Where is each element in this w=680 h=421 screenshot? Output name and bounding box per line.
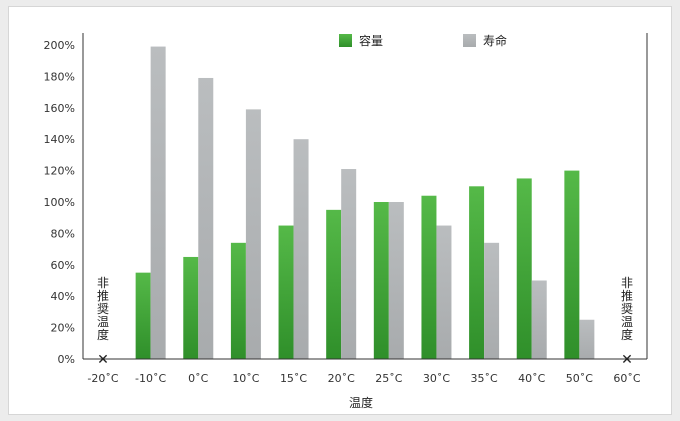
y-tick-label: 120% [44,165,75,178]
y-tick-label: 200% [44,39,75,52]
x-tick-label: 0˚C [188,372,208,385]
x-tick-label: 60˚C [613,372,640,385]
y-tick-label: 100% [44,196,75,209]
x-axis-title: 温度 [349,395,373,410]
legend-label: 容量 [359,33,383,48]
x-tick-label: 10˚C [232,372,259,385]
bar [388,202,404,359]
not-recommended-marker: ✕ [97,352,109,368]
bar [245,109,261,360]
chart-frame: 0% 20% 40% 60% 80% 100% 120% 140% 160% 180% 200% -… [8,6,672,415]
legend-swatch [339,34,352,47]
x-axis-tick-labels: -20˚C -10˚C 0˚C 10˚C 15˚C 20˚C 25˚C 30˚C 35˚C 40˚… [87,372,640,385]
bar [183,256,199,359]
bar [198,77,214,359]
bar [579,319,595,359]
y-axis-tick-labels: 0% 20% 40% 60% 80% 100% 120% 140% 160% 180% 200% [44,39,75,366]
x-tick-label: 30˚C [423,372,450,385]
y-tick-label: 60% [51,259,75,272]
bar [436,225,452,359]
bar [469,186,485,359]
right-note: 非推奨温度 [621,276,633,342]
y-tick-label: 20% [51,322,75,335]
bar [278,225,294,359]
bar [516,178,532,359]
axes [82,33,648,360]
bar [341,169,357,359]
x-tick-label: 50˚C [566,372,593,385]
x-tick-label: 35˚C [470,372,497,385]
bar [326,209,342,359]
bar [230,242,246,359]
bar [373,202,389,359]
x-tick-label: 25˚C [375,372,402,385]
bar [421,195,437,359]
legend-label: 寿命 [483,33,507,48]
bar [150,46,166,359]
bar [531,280,547,359]
bar [293,139,309,359]
x-tick-label: 15˚C [280,372,307,385]
y-tick-label: 140% [44,133,75,146]
not-recommended-marker: ✕ [621,352,633,368]
x-tick-label: 20˚C [328,372,355,385]
y-tick-label: 180% [44,70,75,83]
y-tick-label: 160% [44,102,75,115]
bar [135,272,151,359]
legend-swatch [463,34,476,47]
y-tick-label: 80% [51,227,75,240]
annotations: 非推奨温度 ✕ 非推奨温度 ✕ [97,276,633,368]
bars [135,46,595,360]
x-tick-label: -10˚C [135,372,166,385]
bar [564,170,580,359]
y-tick-label: 0% [58,353,75,366]
y-tick-label: 40% [51,290,75,303]
x-tick-label: 40˚C [518,372,545,385]
x-tick-label: -20˚C [87,372,118,385]
bar-chart: 0% 20% 40% 60% 80% 100% 120% 140% 160% 180% 200% -… [44,33,648,410]
bar [484,242,500,359]
legend: 容量 寿命 [339,33,507,48]
left-note: 非推奨温度 [97,276,109,342]
